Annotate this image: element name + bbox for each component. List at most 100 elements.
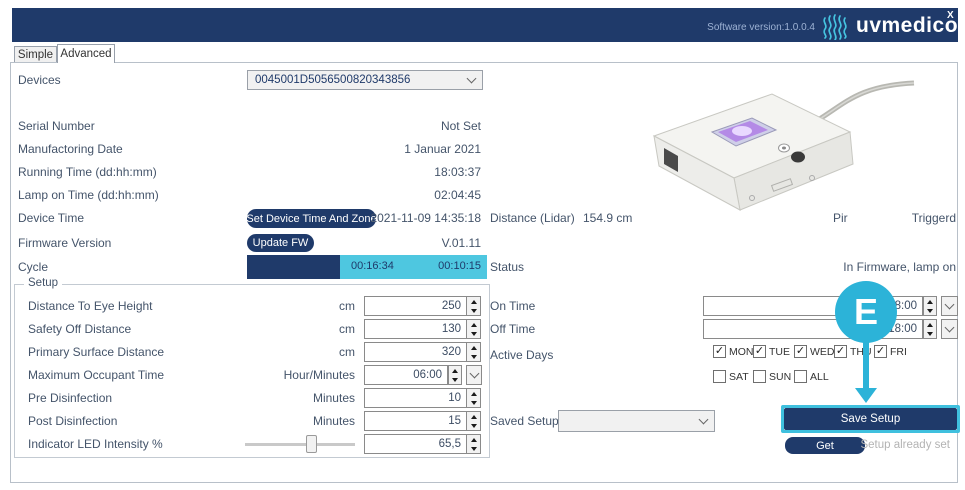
save-setup-button[interactable]: Save Setup xyxy=(784,408,957,430)
pre-disinfection-spinner[interactable] xyxy=(466,388,481,408)
brand-name: uvmedico xyxy=(856,14,959,37)
cycle-segment-dark xyxy=(247,255,340,279)
checkbox-wed[interactable]: ✓ xyxy=(794,345,807,358)
running-time-value: 18:03:37 xyxy=(434,165,481,179)
annotation-arrow-line xyxy=(863,341,869,389)
off-time-label: Off Time xyxy=(490,322,536,336)
safety-off-label: Safety Off Distance xyxy=(28,322,132,336)
software-version: Software version:1.0.0.4 xyxy=(707,22,815,33)
devices-label: Devices xyxy=(18,73,61,87)
lidar-distance-value: 154.9 cm xyxy=(583,211,633,225)
lidar-distance-label: Distance (Lidar) xyxy=(490,211,575,225)
day-tue: ✓ TUE xyxy=(753,345,790,358)
pre-disinfection-input[interactable]: 10 xyxy=(364,388,467,408)
get-button[interactable]: Get xyxy=(785,437,865,454)
chevron-down-icon xyxy=(944,299,955,309)
day-wed: ✓ WED xyxy=(794,345,835,358)
eye-height-spinner[interactable] xyxy=(466,296,481,316)
tab-advanced[interactable]: Advanced xyxy=(57,44,115,63)
led-intensity-input[interactable]: 65,5 xyxy=(364,434,467,454)
set-device-time-button[interactable]: Set Device Time And Zone xyxy=(246,209,377,228)
device-time-label: Device Time xyxy=(18,211,85,225)
status-value: In Firmware, lamp on xyxy=(843,260,956,274)
primary-surface-unit: cm xyxy=(339,345,355,359)
day-mon: ✓ MON xyxy=(713,345,754,358)
post-disinfection-input[interactable]: 15 xyxy=(364,411,467,431)
serial-number-value: Not Set xyxy=(440,119,481,133)
chevron-down-icon xyxy=(469,368,479,378)
primary-surface-spinner[interactable] xyxy=(466,342,481,362)
setup-already-set-note: Setup already set xyxy=(860,439,950,451)
safety-off-input[interactable]: 130 xyxy=(364,319,467,339)
firmware-version-label: Firmware Version xyxy=(18,236,112,250)
day-sat: SAT xyxy=(713,370,749,383)
device-photo xyxy=(652,80,915,211)
devices-select[interactable]: 0045001D5056500820343856 xyxy=(247,70,483,90)
occupant-time-label: Maximum Occupant Time xyxy=(28,368,165,382)
running-time-label: Running Time (dd:hh:mm) xyxy=(18,165,157,179)
eye-height-unit: cm xyxy=(339,299,355,313)
cycle-segment-cyan xyxy=(340,255,487,279)
lamp-on-time-label: Lamp on Time (dd:hh:mm) xyxy=(18,188,159,202)
checkbox-all[interactable] xyxy=(794,370,807,383)
cycle-time-2: 00:10:15 xyxy=(438,260,481,272)
serial-number-label: Serial Number xyxy=(18,119,95,133)
update-fw-button[interactable]: Update FW xyxy=(247,234,314,252)
safety-off-unit: cm xyxy=(339,322,355,336)
led-intensity-slider-track[interactable] xyxy=(245,443,355,446)
checkbox-sat[interactable] xyxy=(713,370,726,383)
checkmark-icon: ✓ xyxy=(795,345,806,357)
annotation-arrow-head-icon xyxy=(855,388,877,403)
day-fri: ✓ FRI xyxy=(874,345,907,358)
lamp-on-time-value: 02:04:45 xyxy=(434,188,481,202)
tab-simple[interactable]: Simple xyxy=(14,46,57,63)
off-time-dropdown[interactable] xyxy=(941,319,958,339)
setup-groupbox xyxy=(14,284,490,458)
post-disinfection-unit: Minutes xyxy=(312,414,355,428)
wave-logo-icon xyxy=(823,14,847,40)
occupant-time-input[interactable]: 06:00 xyxy=(364,365,448,385)
saved-setup-select[interactable] xyxy=(558,410,715,432)
led-intensity-slider-thumb[interactable] xyxy=(306,435,317,453)
pre-disinfection-label: Pre Disinfection xyxy=(28,391,113,405)
manufacturing-date-label: Manufactoring Date xyxy=(18,142,123,156)
post-disinfection-label: Post Disinfection xyxy=(28,414,118,428)
close-icon[interactable]: X xyxy=(947,10,954,21)
cycle-progress-bar: 00:16:34 00:10:15 xyxy=(247,255,487,279)
safety-off-spinner[interactable] xyxy=(466,319,481,339)
day-all: ALL xyxy=(794,370,829,383)
chevron-down-icon xyxy=(944,322,955,332)
chevron-down-icon xyxy=(466,73,477,83)
led-intensity-label: Indicator LED Intensity % xyxy=(28,437,163,451)
checkbox-fri[interactable]: ✓ xyxy=(874,345,887,358)
status-label: Status xyxy=(490,260,525,274)
pir-label: Pir xyxy=(833,211,848,225)
checkbox-mon[interactable]: ✓ xyxy=(713,345,726,358)
checkmark-icon: ✓ xyxy=(835,345,846,357)
checkbox-tue[interactable]: ✓ xyxy=(753,345,766,358)
on-time-dropdown[interactable] xyxy=(941,296,958,316)
checkmark-icon: ✓ xyxy=(875,345,886,357)
on-time-label: On Time xyxy=(490,299,536,313)
post-disinfection-spinner[interactable] xyxy=(466,411,481,431)
chevron-down-icon xyxy=(698,414,709,424)
occupant-time-dropdown[interactable] xyxy=(466,365,482,385)
occupant-time-unit: Hour/Minutes xyxy=(283,368,355,382)
checkbox-thu[interactable]: ✓ xyxy=(834,345,847,358)
header-bar xyxy=(12,8,958,42)
on-time-spinner[interactable] xyxy=(923,296,937,316)
firmware-version-value: V.01.11 xyxy=(441,236,481,250)
primary-surface-input[interactable]: 320 xyxy=(364,342,467,362)
content-panel xyxy=(10,62,958,483)
checkmark-icon: ✓ xyxy=(754,345,765,357)
manufacturing-date-value: 1 Januar 2021 xyxy=(404,142,481,156)
led-intensity-spinner[interactable] xyxy=(466,434,481,454)
active-days-label: Active Days xyxy=(490,348,554,362)
cycle-time-1: 00:16:34 xyxy=(351,260,394,272)
occupant-time-spinner[interactable] xyxy=(448,365,462,385)
devices-selected-value: 0045001D5056500820343856 xyxy=(255,74,411,86)
eye-height-input[interactable]: 250 xyxy=(364,296,467,316)
checkbox-sun[interactable] xyxy=(753,370,766,383)
off-time-spinner[interactable] xyxy=(923,319,937,339)
